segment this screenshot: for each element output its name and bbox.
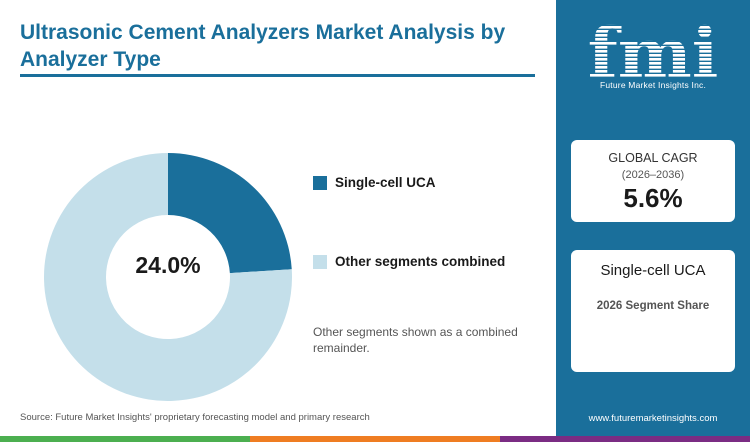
donut-chart xyxy=(44,153,292,401)
cagr-card: GLOBAL CAGR (2026–2036) 5.6% xyxy=(571,140,735,222)
donut-center-label: 24.0% xyxy=(135,252,201,278)
slice-single-cell-uca xyxy=(168,153,292,274)
title-underline xyxy=(20,74,535,77)
cagr-period: (2026–2036) xyxy=(621,169,685,181)
sidebar: fmi Future Market Insights Inc. GLOBAL C… xyxy=(556,0,750,436)
svg-text:fmi: fmi xyxy=(588,14,719,94)
chart-note: Other segments shown as a combined remai… xyxy=(313,325,518,355)
bottom-color-bar xyxy=(0,436,750,442)
legend-item-other-segments: Other segments combined xyxy=(313,254,505,269)
legend-item-single-cell: Single-cell UCA xyxy=(313,175,436,190)
bottom-bar-green xyxy=(0,436,250,442)
bottom-bar-purple xyxy=(500,436,750,442)
legend-label: Other segments combined xyxy=(335,254,506,269)
chart-title: Ultrasonic Cement Analyzers Market Analy… xyxy=(20,21,506,71)
bottom-bar-orange xyxy=(250,436,500,442)
cagr-value: 5.6% xyxy=(623,183,683,213)
fmi-logo: fmi xyxy=(588,14,719,94)
cagr-label: GLOBAL CAGR xyxy=(608,151,698,165)
legend-swatch xyxy=(313,175,327,190)
segment-name: Single-cell UCA xyxy=(600,262,706,279)
main-panel: Ultrasonic Cement Analyzers Market Analy… xyxy=(20,21,535,423)
legend-label: Single-cell UCA xyxy=(335,175,436,190)
segment-card: Single-cell UCA 2026 Segment Share xyxy=(571,250,735,372)
website-link[interactable]: www.futuremarketinsights.com xyxy=(588,413,718,424)
source-note: Source: Future Market Insights' propriet… xyxy=(20,412,370,423)
segment-caption: 2026 Segment Share xyxy=(596,300,710,312)
legend-swatch xyxy=(313,254,327,269)
slice-other-segments xyxy=(44,153,292,401)
logo-subtitle: Future Market Insights Inc. xyxy=(599,80,707,90)
